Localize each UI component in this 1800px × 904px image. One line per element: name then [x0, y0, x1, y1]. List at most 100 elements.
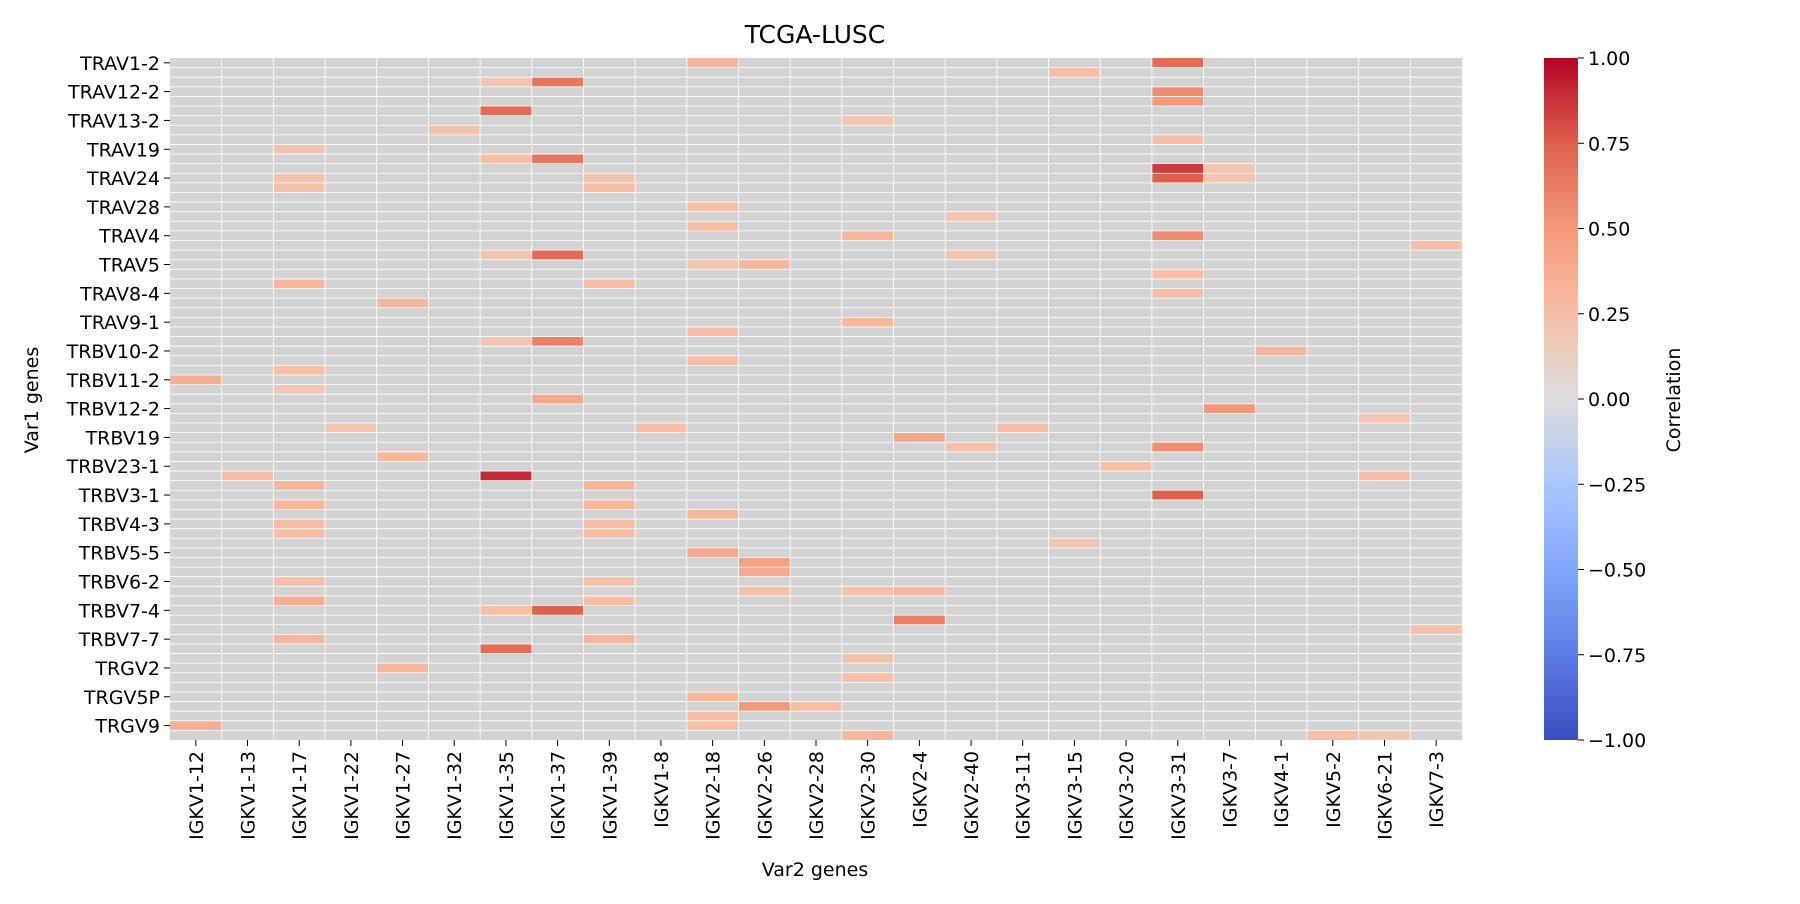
- heatmap-cell: [273, 634, 326, 644]
- colorbar-label: Correlation: [1663, 348, 1685, 453]
- heatmap-cell: [893, 615, 946, 625]
- heatmap-cell: [1100, 461, 1152, 472]
- y-tick-label: TRAV12-2: [67, 82, 160, 104]
- y-tick-label: TRBV10-2: [66, 341, 160, 363]
- heatmap-cell: [841, 586, 894, 596]
- heatmap-cell: [376, 663, 429, 673]
- heatmap-cell: [583, 173, 636, 183]
- heatmap-cell: [531, 250, 584, 260]
- heatmap-cell: [480, 643, 532, 654]
- y-tick-label: TRAV8-4: [79, 283, 160, 305]
- y-tick-label: TRBV7-4: [78, 600, 160, 622]
- y-tick-label: TRBV4-3: [78, 514, 160, 536]
- heatmap-cell: [893, 432, 946, 443]
- heatmap-cell: [1151, 230, 1204, 241]
- chart-title: TCGA-LUSC: [744, 20, 886, 49]
- y-tick-label: TRGV9: [94, 716, 160, 738]
- heatmap-cell: [221, 471, 274, 481]
- y-tick-label: TRAV5: [98, 255, 160, 277]
- colorbar-tick-label: −0.75: [1588, 645, 1646, 667]
- y-tick-label: TRBV5-5: [78, 543, 160, 565]
- heatmap-cell: [480, 154, 532, 164]
- y-tick-label: TRAV24: [86, 168, 160, 190]
- heatmap-cell: [686, 202, 739, 212]
- heatmap-cell: [1151, 96, 1204, 107]
- y-tick-label: TRBV12-2: [66, 399, 160, 421]
- x-tick-label: IGKV1-27: [393, 751, 415, 840]
- x-tick-label: IGKV4-1: [1271, 751, 1293, 828]
- heatmap-cell: [583, 634, 636, 644]
- x-tick-label: IGKV2-26: [754, 751, 776, 840]
- heatmap-cell: [686, 58, 739, 68]
- heatmap-cell: [273, 480, 326, 491]
- heatmap-cell: [686, 711, 739, 721]
- heatmap-cell: [686, 720, 739, 731]
- colorbar-tick-label: 0.25: [1588, 304, 1630, 326]
- y-axis-ticks: TRAV1-2 TRAV12-2 TRAV13-2 TRAV19 TRAV24 TRAV2…: [66, 53, 170, 738]
- x-axis-ticks: IGKV1-12 IGKV1-13 IGKV1-17 IGKV1-22 IGKV1-27…: [186, 740, 1448, 840]
- y-tick-label: TRGV5P: [83, 687, 160, 709]
- heatmap-cell: [376, 298, 429, 308]
- heatmap-cell: [531, 394, 584, 404]
- x-axis-label: Var2 genes: [762, 859, 869, 881]
- heatmap-cell: [945, 211, 997, 222]
- y-tick-label: TRAV9-1: [79, 312, 160, 334]
- heatmap-cell: [1410, 624, 1462, 635]
- heatmap-cell: [1048, 538, 1101, 548]
- heatmap-cell: [1151, 173, 1204, 183]
- heatmap-cell: [273, 499, 326, 510]
- x-tick-label: IGKV2-40: [961, 751, 983, 840]
- heatmap-cell: [1151, 288, 1204, 299]
- heatmap-cell: [1048, 67, 1101, 78]
- x-tick-label: IGKV7-3: [1426, 751, 1448, 828]
- x-tick-label: IGKV3-7: [1219, 751, 1241, 828]
- colorbar-tick-label: 1.00: [1588, 48, 1630, 70]
- heatmap-cell: [428, 125, 481, 135]
- heatmap-cell: [583, 182, 636, 193]
- heatmap-cell: [583, 595, 636, 606]
- y-tick-label: TRAV28: [86, 197, 160, 219]
- heatmap-cell: [738, 567, 791, 577]
- colorbar-tick-label: −1.00: [1588, 730, 1646, 752]
- heatmap-cell: [1203, 163, 1256, 174]
- x-tick-label: IGKV3-20: [1116, 751, 1138, 840]
- x-tick-label: IGKV2-4: [909, 751, 931, 828]
- heatmap-cell: [945, 250, 997, 260]
- y-tick-label: TRGV2: [94, 658, 160, 680]
- x-tick-label: IGKV3-15: [1064, 751, 1086, 840]
- heatmap-cell: [1306, 730, 1359, 740]
- y-tick-label: TRAV4: [98, 226, 160, 248]
- x-tick-label: IGKV2-18: [703, 751, 725, 840]
- x-tick-label: IGKV2-30: [858, 751, 880, 840]
- x-tick-label: IGKV2-28: [806, 751, 828, 840]
- heatmap-cell: [531, 77, 584, 87]
- heatmap-cell: [738, 701, 791, 712]
- heatmap-cell: [686, 547, 739, 558]
- heatmap-cell: [531, 336, 584, 347]
- heatmap-background: [170, 58, 1462, 740]
- heatmap-cell: [1151, 442, 1204, 452]
- x-tick-label: IGKV1-35: [496, 751, 518, 840]
- heatmap-cell: [841, 672, 894, 683]
- colorbar: 1.00 0.75 0.50 0.25 0.00 −0.25 −0.50 −0.75 −1.00: [1544, 48, 1646, 752]
- x-tick-label: IGKV1-37: [548, 751, 570, 840]
- y-tick-label: TRBV11-2: [66, 370, 160, 392]
- heatmap-cell: [531, 605, 584, 616]
- y-tick-label: TRAV13-2: [67, 110, 160, 132]
- colorbar-gradient: [1544, 58, 1578, 740]
- heatmap-cell: [480, 77, 532, 87]
- y-tick-label: TRBV6-2: [78, 572, 160, 594]
- heatmap-cell: [273, 278, 326, 289]
- y-tick-label: TRBV3-1: [78, 485, 160, 507]
- heatmap-cell: [1151, 134, 1204, 145]
- heatmap-cell: [996, 423, 1049, 433]
- heatmap-cell: [686, 259, 739, 270]
- heatmap-cell: [738, 586, 791, 596]
- heatmap-cell: [1151, 58, 1204, 68]
- colorbar-tick-label: 0.00: [1588, 389, 1630, 411]
- heatmap-cell: [170, 374, 222, 385]
- heatmap-cell: [1203, 173, 1256, 183]
- heatmap-cell: [841, 230, 894, 241]
- x-tick-label: IGKV1-32: [444, 751, 466, 840]
